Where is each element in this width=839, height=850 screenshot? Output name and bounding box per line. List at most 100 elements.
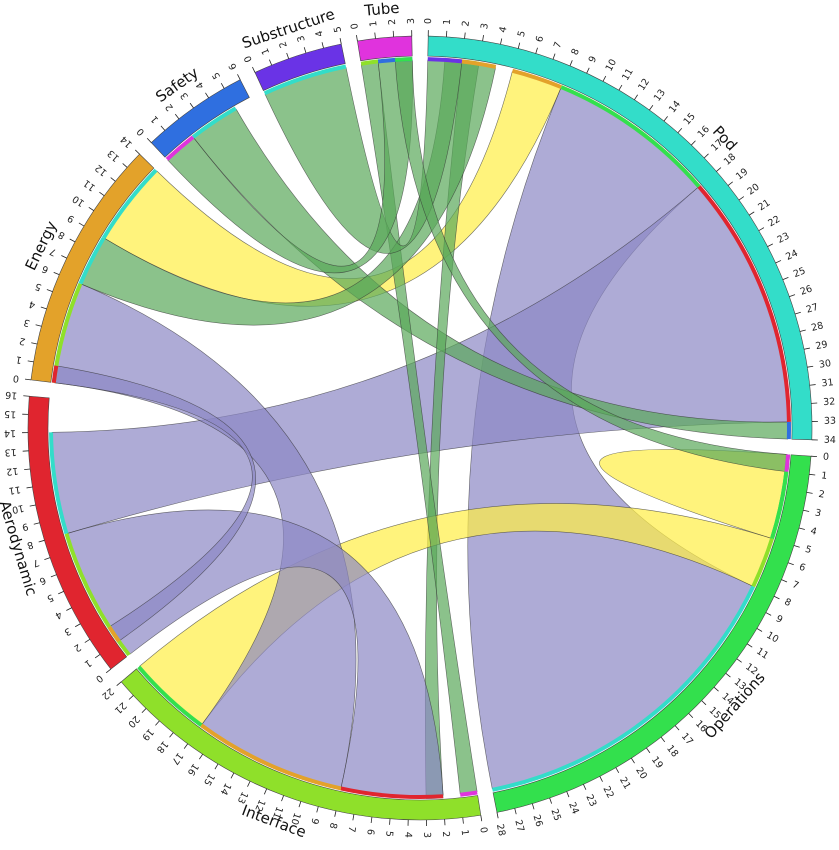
tick-operations-6	[787, 562, 794, 566]
tick-pod-14	[663, 116, 668, 122]
tick-label-interface-19: 19	[139, 726, 155, 742]
tick-label-pod-16: 16	[696, 124, 712, 140]
inner-band-target-8	[360, 59, 379, 66]
tick-pod-6	[535, 47, 538, 54]
tick-label-interface-1: 1	[459, 829, 471, 836]
tick-pod-3	[482, 35, 484, 42]
tick-substructure-5	[339, 38, 342, 45]
tick-interface-16	[198, 753, 203, 760]
tick-interface-8	[334, 810, 337, 817]
segment-label-tube: Tube	[363, 0, 401, 20]
tick-operations-28	[496, 812, 499, 819]
inner-band-target-13	[165, 135, 195, 161]
tick-label-pod-13: 13	[652, 87, 668, 103]
tick-label-operations-27: 27	[512, 819, 526, 833]
segment-arc-interface	[120, 668, 482, 821]
tick-label-safety-6: 6	[227, 61, 240, 71]
tick-energy-5	[46, 289, 53, 292]
tick-safety-1	[160, 125, 166, 131]
tick-label-substructure-2: 2	[277, 40, 289, 49]
tick-label-substructure-3: 3	[295, 34, 307, 43]
tick-operations-15	[701, 700, 707, 706]
tick-energy-10	[88, 206, 95, 211]
inner-band-source-12	[263, 64, 347, 96]
tick-operations-14	[713, 686, 719, 692]
tick-interface-18	[169, 732, 174, 738]
ribbon-tube-safety-13	[167, 59, 413, 274]
tick-label-operations-22: 22	[600, 784, 615, 800]
tick-label-operations-5: 5	[804, 544, 813, 556]
tick-interface-9	[316, 806, 319, 813]
tick-label-operations-28: 28	[494, 823, 507, 837]
tick-label-pod-3: 3	[479, 22, 491, 30]
tick-label-operations-0: 0	[823, 452, 830, 463]
tick-safety-2	[174, 113, 180, 120]
tick-label-operations-1: 1	[821, 470, 828, 482]
tick-interface-11	[281, 795, 284, 802]
tick-pod-29	[803, 347, 810, 350]
inner-band-target-0	[492, 585, 756, 792]
tick-substructure-0	[252, 66, 256, 73]
tick-label-operations-10: 10	[764, 630, 780, 646]
tick-label-pod-24: 24	[784, 248, 800, 263]
tick-label-aerodynamic-8: 8	[26, 538, 35, 550]
tick-label-energy-6: 6	[40, 263, 50, 275]
tick-aerodynamic-9	[33, 522, 40, 525]
tick-pod-11	[618, 84, 623, 91]
tick-aerodynamic-4	[66, 607, 72, 611]
tick-pod-25	[782, 277, 789, 281]
tick-label-interface-22: 22	[99, 685, 115, 701]
tick-label-pod-11: 11	[620, 67, 636, 83]
tick-label-pod-5: 5	[516, 30, 528, 39]
tick-label-safety-2: 2	[163, 101, 175, 113]
inner-band-source-1	[697, 185, 791, 422]
tick-aerodynamic-0	[105, 668, 112, 674]
segment-label-energy: Energy	[22, 218, 61, 273]
segment-arc-safety	[150, 79, 250, 158]
tick-pod-5	[517, 42, 521, 49]
tick-label-energy-5: 5	[34, 280, 43, 292]
tick-pod-22	[758, 227, 765, 232]
tick-label-operations-25: 25	[548, 807, 562, 822]
tick-aerodynamic-11	[26, 486, 33, 489]
tick-label-interface-17: 17	[169, 750, 185, 766]
tick-label-energy-4: 4	[28, 298, 37, 310]
tick-pod-21	[748, 211, 755, 216]
tick-label-pod-7: 7	[552, 40, 564, 49]
tick-label-tube-3: 3	[406, 18, 417, 24]
segment-arc-energy	[30, 153, 155, 383]
tick-aerodynamic-12	[24, 468, 31, 471]
tick-substructure-3	[303, 47, 307, 54]
tick-interface-14	[230, 772, 235, 779]
inner-band-source-11	[78, 236, 106, 285]
tick-operations-27	[514, 808, 517, 815]
tick-label-pod-21: 21	[756, 197, 772, 213]
tick-label-pod-12: 12	[636, 77, 652, 93]
tick-interface-17	[183, 743, 189, 749]
tick-safety-6	[237, 74, 241, 80]
tick-operations-8	[773, 595, 780, 600]
segment-arc-operations	[492, 454, 812, 813]
tick-tube-0	[356, 35, 358, 42]
tick-operations-10	[756, 628, 763, 632]
tick-safety-0	[146, 137, 152, 143]
tick-label-aerodynamic-13: 13	[4, 446, 17, 458]
tick-pod-19	[727, 181, 733, 186]
tick-label-aerodynamic-2: 2	[72, 641, 83, 654]
inner-band-source-14	[395, 57, 413, 62]
tick-label-pod-34: 34	[824, 435, 836, 446]
tick-energy-4	[40, 306, 47, 310]
tick-label-pod-8: 8	[570, 47, 582, 57]
tick-aerodynamic-3	[74, 623, 81, 628]
tick-energy-6	[53, 271, 60, 276]
tick-operations-12	[736, 658, 742, 663]
tick-label-safety-3: 3	[179, 90, 191, 101]
tick-label-pod-22: 22	[766, 214, 782, 230]
tick-label-aerodynamic-7: 7	[31, 556, 40, 568]
tick-label-pod-15: 15	[682, 111, 698, 127]
tick-label-operations-21: 21	[617, 775, 633, 791]
tick-label-interface-12: 12	[252, 798, 267, 813]
tick-operations-24	[566, 791, 570, 798]
tick-label-interface-15: 15	[201, 771, 217, 787]
tick-label-pod-0: 0	[423, 18, 434, 24]
